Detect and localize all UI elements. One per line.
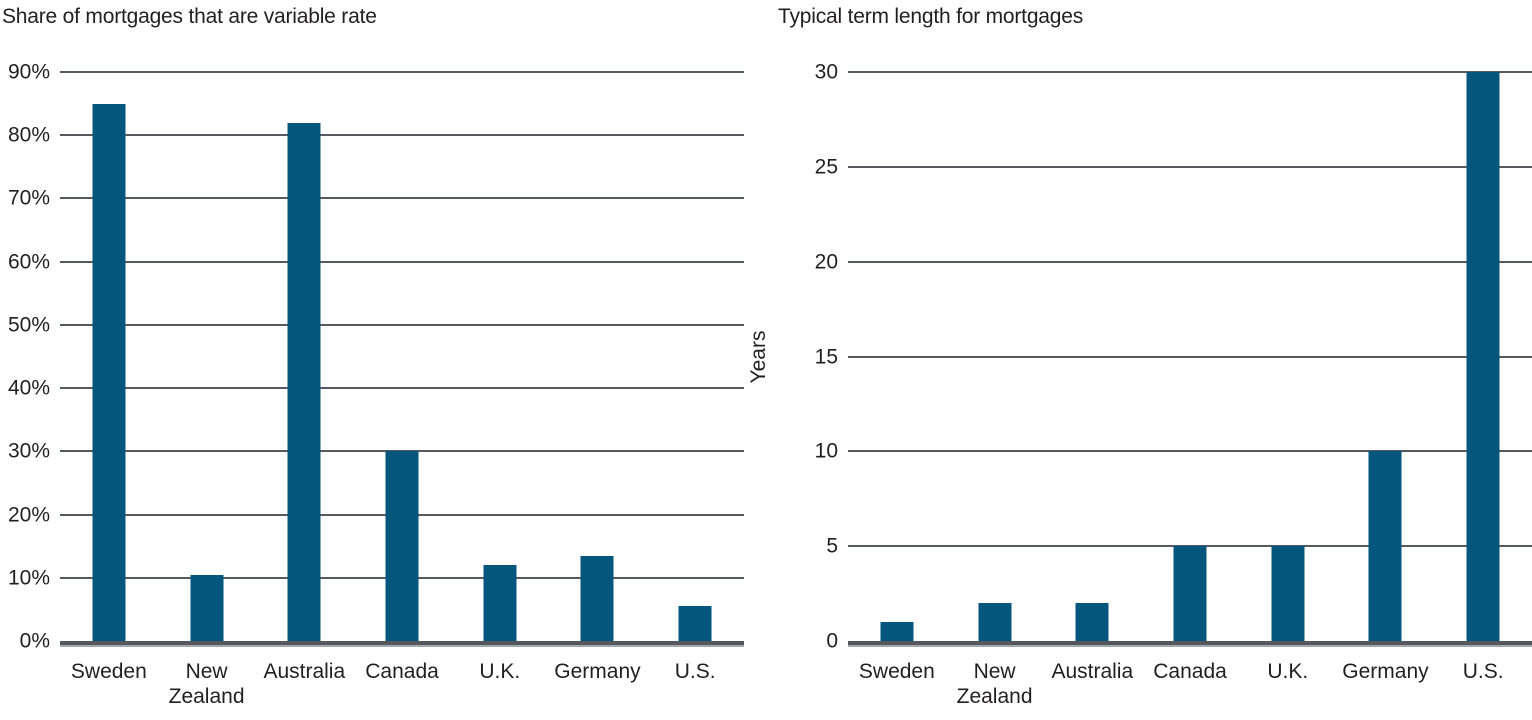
y-tick-label: 25 (814, 155, 838, 179)
chart-body: 0% 10% 20% 30% 40% 50% 60% 70% 80% 90% (0, 62, 744, 652)
x-axis-label: U.S. (674, 660, 716, 683)
gridline (848, 355, 1532, 358)
bar-sweden (92, 103, 126, 641)
plot-area (60, 71, 744, 647)
gridline (848, 260, 1532, 263)
y-tick-label: 5 (826, 534, 838, 558)
y-tick-label: 70% (7, 186, 50, 210)
gridline (848, 545, 1532, 548)
gridline (60, 71, 744, 73)
x-axis-label: New Zealand (956, 660, 1033, 708)
gridline (60, 197, 744, 200)
y-axis: 0% 10% 20% 30% 40% 50% 60% 70% 80% 90% (0, 62, 60, 652)
y-tick-label: 10% (7, 566, 50, 590)
y-tick-label: 20 (814, 250, 838, 274)
y-tick-label: 50% (7, 313, 50, 337)
plot-area (848, 71, 1532, 647)
chart-title: Share of mortgages that are variable rat… (2, 5, 377, 28)
bar-u-s (1466, 72, 1500, 641)
x-axis-label: Canada (1153, 660, 1227, 683)
bar-u-s (678, 606, 712, 641)
y-tick-label: 30 (814, 60, 838, 84)
bar-new-zealand (978, 603, 1012, 641)
x-axis-labels: Sweden New Zealand Australia Canada U.K. Germ… (848, 659, 1532, 709)
bar-u-k (1271, 546, 1305, 641)
gridline (848, 71, 1532, 73)
y-tick-label: 40% (7, 376, 50, 400)
y-tick-label: 90% (7, 60, 50, 84)
x-axis-label: New Zealand (168, 660, 245, 708)
gridline (60, 260, 744, 263)
gridline (848, 165, 1532, 168)
x-axis-label: U.S. (1462, 660, 1504, 683)
chart-term-length: Typical term length for mortgages Years … (744, 0, 1532, 720)
chart-title: Typical term length for mortgages (778, 5, 1084, 28)
y-tick-label: 15 (814, 345, 838, 368)
y-axis-title: Years (747, 330, 770, 383)
bar-canada (385, 451, 419, 641)
y-tick-label: 80% (7, 123, 50, 147)
gridline (60, 450, 744, 453)
y-axis-title-column: Years (744, 72, 774, 641)
x-axis-labels: Sweden New Zealand Australia Canada U.K. Germ… (60, 659, 744, 709)
x-axis-label: Australia (263, 660, 346, 683)
y-tick-label: 10 (814, 439, 838, 463)
gridline (60, 323, 744, 326)
bar-u-k (483, 565, 517, 641)
x-axis-label: U.K. (1267, 660, 1309, 683)
gridline (60, 387, 744, 390)
bar-australia (287, 122, 321, 641)
x-axis-label: Sweden (858, 660, 935, 683)
chart-body: Years 0 5 10 15 20 25 30 (744, 62, 1532, 652)
y-axis: 0 5 10 15 20 25 30 (774, 62, 848, 652)
bar-germany (580, 555, 614, 641)
y-tick-label: 30% (7, 439, 50, 463)
chart-variable-rate-share: Share of mortgages that are variable rat… (0, 0, 744, 720)
y-tick-label: 0 (826, 629, 838, 653)
x-axis-label: Australia (1051, 660, 1134, 683)
y-tick-label: 60% (7, 250, 50, 274)
bar-canada (1173, 546, 1207, 641)
bar-sweden (880, 622, 914, 641)
x-axis-label: Germany (554, 660, 641, 683)
x-axis-label: Germany (1342, 660, 1429, 683)
x-axis-label: Sweden (70, 660, 147, 683)
bar-germany (1368, 451, 1402, 641)
x-axis-label: Canada (365, 660, 439, 683)
bar-new-zealand (190, 574, 224, 641)
gridline (848, 450, 1532, 453)
y-tick-label: 20% (7, 503, 50, 527)
gridline (60, 134, 744, 137)
y-tick-label: 0% (19, 629, 50, 653)
bar-australia (1075, 603, 1109, 641)
x-axis-label: U.K. (479, 660, 521, 683)
